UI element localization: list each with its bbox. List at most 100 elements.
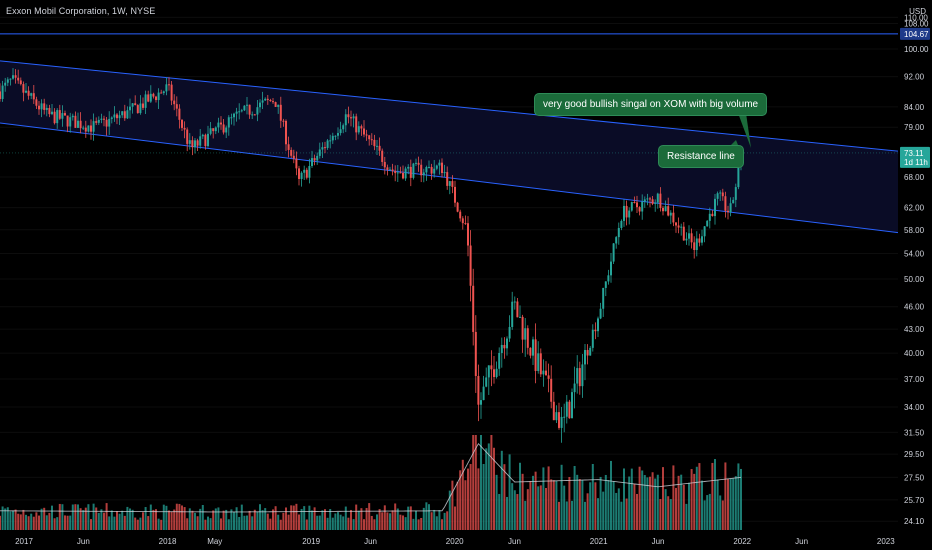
volume-bar <box>17 513 20 530</box>
volume-bar <box>415 510 417 530</box>
volume-bar <box>420 517 423 530</box>
volume-bar <box>134 517 137 530</box>
volume-bar <box>485 448 488 530</box>
candle-body <box>178 108 181 120</box>
candle-body <box>256 107 259 115</box>
volume-bar <box>285 507 287 530</box>
candle-body <box>620 220 623 228</box>
candle-body <box>342 125 345 130</box>
volume-bar <box>451 480 454 530</box>
candle-body <box>737 166 740 188</box>
volume-bar <box>688 482 690 530</box>
volume-bar <box>157 518 160 530</box>
candle-body <box>591 329 594 348</box>
volume-bar <box>448 490 451 530</box>
candle-body <box>451 181 454 187</box>
volume-bar <box>542 467 545 530</box>
candle-body <box>300 172 303 179</box>
candle-body <box>383 161 386 168</box>
candle-body <box>612 243 615 262</box>
candle-body <box>433 168 436 174</box>
candle-body <box>480 400 482 405</box>
bullish-callout[interactable]: very good bullish singal on XOM with big… <box>534 93 768 116</box>
volume-bar <box>311 510 313 530</box>
price-axis-label: 100.00 <box>904 45 929 54</box>
candle-body <box>19 80 22 85</box>
candle-body <box>628 210 631 218</box>
volume-bar <box>443 512 446 530</box>
candle-body <box>136 105 139 114</box>
candle-body <box>196 140 199 146</box>
candle-body <box>235 111 238 114</box>
candle-body <box>430 166 433 174</box>
price-axis-label: 46.00 <box>904 303 925 312</box>
volume-bar <box>493 447 495 530</box>
candle-body <box>40 103 43 110</box>
volume-bar <box>188 508 191 530</box>
volume-bar <box>477 468 480 530</box>
volume-bar <box>97 512 100 530</box>
candle-body <box>152 93 155 97</box>
volume-bar <box>532 475 534 530</box>
candle-body <box>573 383 576 393</box>
candle-body <box>487 365 490 378</box>
time-axis-label: 2018 <box>159 537 177 546</box>
volume-bar <box>214 508 217 530</box>
price-axis-label: 24.10 <box>904 517 925 526</box>
candle-body <box>511 301 514 327</box>
volume-bar <box>27 516 30 530</box>
volume-bar <box>685 503 688 530</box>
candle-body <box>292 155 295 159</box>
candle-body <box>662 207 664 212</box>
candle-body <box>79 120 82 129</box>
volume-bar <box>441 519 443 530</box>
volume-bar <box>64 515 66 530</box>
volume-bar <box>32 516 35 530</box>
volume-bar <box>235 507 238 530</box>
volume-bar <box>318 515 321 530</box>
volume-bar <box>352 519 355 530</box>
volume-bar <box>558 501 560 530</box>
volume-bar <box>498 493 501 530</box>
volume-bar <box>331 517 334 530</box>
volume-bar <box>178 503 181 530</box>
candle-body <box>680 226 683 228</box>
volume-bar <box>586 493 589 530</box>
symbol-title[interactable]: Exxon Mobil Corporation, 1W, NYSE <box>6 6 156 16</box>
volume-bar <box>391 510 394 530</box>
volume-bar <box>641 470 644 530</box>
price-axis-label: 34.00 <box>904 403 925 412</box>
candle-body <box>584 350 586 365</box>
volume-bar <box>607 480 610 530</box>
candle-body <box>253 114 256 116</box>
resistance-callout[interactable]: Resistance line <box>658 145 744 168</box>
candle-body <box>58 110 61 119</box>
candle-body <box>701 236 703 243</box>
volume-bar <box>79 508 82 530</box>
volume-bar <box>682 484 685 530</box>
candle-body <box>638 207 641 212</box>
volume-bar <box>272 509 274 530</box>
volume-bar <box>511 483 514 530</box>
candle-body <box>0 91 1 99</box>
time-axis-label: 2020 <box>446 537 464 546</box>
candle-body <box>529 347 532 356</box>
time-axis[interactable]: 2017 Jun 2018 May 2019 Jun 2020 Jun 2021 Jun 2022 J… <box>0 534 898 550</box>
candle-body <box>441 162 443 174</box>
candle-body <box>14 75 17 78</box>
volume-bar <box>430 512 433 530</box>
volume-bar <box>480 435 482 530</box>
candle-body <box>230 117 233 119</box>
candle-body <box>386 167 389 170</box>
volume-bar <box>373 519 376 530</box>
channel-lower-line[interactable] <box>0 122 899 234</box>
candle-body <box>207 133 209 147</box>
volume-bar <box>740 468 742 530</box>
volume-bar <box>149 504 152 530</box>
volume-bar <box>110 510 113 530</box>
volume-bar <box>695 466 698 530</box>
volume-bar <box>394 503 397 530</box>
